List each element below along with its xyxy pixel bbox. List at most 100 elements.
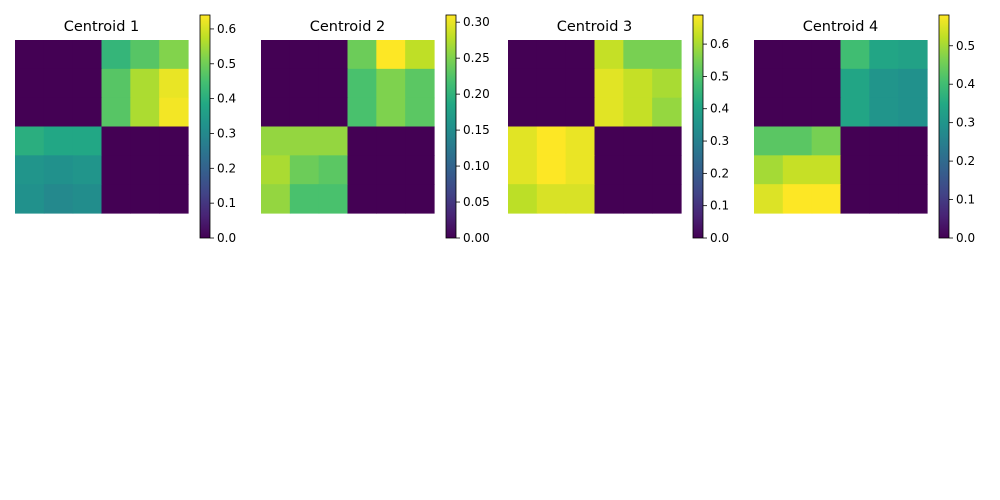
heatmap-cell bbox=[565, 97, 596, 128]
heatmap-cell bbox=[289, 155, 320, 185]
heatmap-cell bbox=[130, 68, 160, 99]
heatmap-panel-1: Centroid 1 0.0 0.1 0.2 0.3 0.4 0.5 0.6 bbox=[15, 14, 236, 245]
colorbar-tick-label: 0.15 bbox=[463, 123, 490, 137]
colorbar-tick-label: 0.2 bbox=[217, 161, 236, 175]
colorbar-tick-label: 0.3 bbox=[956, 116, 975, 130]
heatmap-cell bbox=[594, 184, 624, 214]
heatmap-cell bbox=[43, 184, 74, 214]
heatmap-cell bbox=[15, 155, 45, 185]
heatmap-cell bbox=[376, 126, 406, 156]
heatmap-cell bbox=[15, 68, 45, 99]
colorbar-tick-label: 0.0 bbox=[710, 231, 729, 245]
heatmap-cell bbox=[261, 68, 291, 99]
heatmap-cell bbox=[43, 126, 74, 156]
heatmap-cell bbox=[159, 126, 189, 156]
heatmap-cell bbox=[159, 97, 189, 128]
heatmap-cell bbox=[594, 40, 624, 70]
colorbar-tick-label: 0.5 bbox=[217, 57, 236, 71]
heatmap-cell bbox=[43, 40, 74, 70]
heatmap-cell bbox=[898, 155, 928, 185]
colorbar-tick-label: 0.6 bbox=[710, 37, 729, 51]
heatmap-cell bbox=[754, 97, 784, 128]
heatmap-cell bbox=[869, 40, 899, 70]
heatmap-cell bbox=[623, 97, 653, 128]
heatmap-cell bbox=[72, 155, 103, 185]
heatmap-cell bbox=[130, 97, 160, 128]
heatmap-cell bbox=[536, 68, 567, 99]
heatmap-cell bbox=[782, 97, 813, 128]
heatmap-cell bbox=[840, 68, 870, 99]
heatmap-cell bbox=[72, 184, 103, 214]
heatmap-cell bbox=[289, 40, 320, 70]
heatmap-cell bbox=[811, 184, 842, 214]
heatmap-cell bbox=[130, 155, 160, 185]
heatmap-cell bbox=[72, 40, 103, 70]
heatmap-cell bbox=[130, 126, 160, 156]
heatmap-cell bbox=[754, 155, 784, 185]
heatmap-cell bbox=[318, 40, 349, 70]
heatmap-cell bbox=[754, 68, 784, 99]
heatmap-cell bbox=[652, 68, 682, 99]
heatmap-cell bbox=[130, 40, 160, 70]
heatmap-cell bbox=[869, 155, 899, 185]
heatmap-cell bbox=[101, 40, 131, 70]
heatmap-cell bbox=[159, 68, 189, 99]
heatmap-cell bbox=[536, 126, 567, 156]
heatmap-cell bbox=[594, 68, 624, 99]
heatmap-cell bbox=[840, 40, 870, 70]
heatmap-cell bbox=[898, 40, 928, 70]
heatmap-cell bbox=[652, 40, 682, 70]
heatmap-cell bbox=[101, 97, 131, 128]
chart-title: Centroid 4 bbox=[803, 19, 879, 35]
heatmap-cell bbox=[289, 184, 320, 214]
heatmap-cell bbox=[594, 126, 624, 156]
heatmap-cell bbox=[101, 155, 131, 185]
heatmap-cell bbox=[318, 68, 349, 99]
heatmap-cell bbox=[623, 155, 653, 185]
heatmap-cell bbox=[623, 126, 653, 156]
heatmap-cell bbox=[43, 68, 74, 99]
heatmap-cell bbox=[840, 155, 870, 185]
heatmap-cell bbox=[652, 155, 682, 185]
heatmap-cell bbox=[318, 155, 349, 185]
heatmap-cell bbox=[652, 126, 682, 156]
heatmap-cell bbox=[159, 155, 189, 185]
heatmap-panel-4: Centroid 4 0.0 0.1 0.2 0.3 0.4 0.5 bbox=[754, 14, 975, 245]
heatmap-cell bbox=[261, 184, 291, 214]
heatmap-cell bbox=[130, 184, 160, 214]
heatmap-cell bbox=[565, 184, 596, 214]
heatmap-cell bbox=[565, 68, 596, 99]
heatmap-cell bbox=[754, 40, 784, 70]
heatmap-cell bbox=[405, 126, 435, 156]
heatmap-panel-2: Centroid 2 0.00 0.05 0.10 0.15 0.20 0.25 0.30 bbox=[261, 14, 490, 245]
heatmap-cell bbox=[347, 97, 377, 128]
heatmap-cell bbox=[623, 40, 653, 70]
heatmap-cell bbox=[101, 68, 131, 99]
heatmap-cell bbox=[508, 68, 538, 99]
heatmap-cell bbox=[318, 126, 349, 156]
heatmap-cell bbox=[840, 97, 870, 128]
heatmap-cell bbox=[347, 155, 377, 185]
colorbar-tick-label: 0.3 bbox=[217, 126, 236, 140]
colorbar bbox=[938, 14, 950, 239]
heatmap-cell bbox=[811, 68, 842, 99]
heatmap-cell bbox=[782, 68, 813, 99]
heatmap-cell bbox=[72, 126, 103, 156]
heatmap-cell bbox=[508, 97, 538, 128]
colorbar-tick-label: 0.00 bbox=[463, 231, 490, 245]
heatmap-cell bbox=[565, 40, 596, 70]
heatmap-cell bbox=[159, 184, 189, 214]
heatmap-cell bbox=[15, 184, 45, 214]
heatmap-cell bbox=[869, 97, 899, 128]
colorbar-tick-label: 0.1 bbox=[217, 196, 236, 210]
heatmap-cell bbox=[318, 184, 349, 214]
colorbar-tick-label: 0.20 bbox=[463, 87, 490, 101]
colorbar-tick-label: 0.1 bbox=[710, 199, 729, 213]
heatmap-cell bbox=[782, 155, 813, 185]
heatmap-cell bbox=[508, 155, 538, 185]
heatmap-cell bbox=[43, 155, 74, 185]
heatmap-cell bbox=[15, 97, 45, 128]
heatmap-cell bbox=[72, 68, 103, 99]
heatmap-cell bbox=[15, 126, 45, 156]
heatmap-cell bbox=[565, 155, 596, 185]
